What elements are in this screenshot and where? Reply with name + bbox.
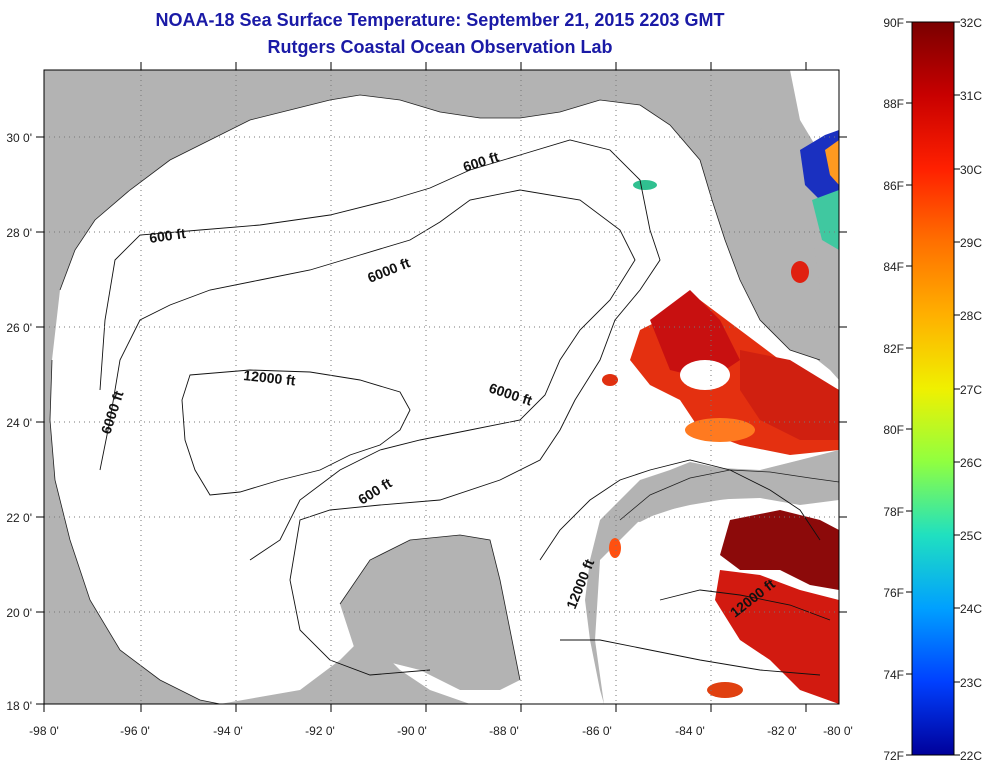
- lon-label: -98 0': [29, 724, 59, 738]
- lon-label: -80 0': [823, 724, 853, 738]
- contour-label-600-west: 600 ft: [148, 225, 187, 246]
- colorbar-label-c: 25C: [960, 529, 982, 543]
- colorbar-label-c: 30C: [960, 163, 982, 177]
- colorbar-label-c: 26C: [960, 456, 982, 470]
- contour-6000ft: [99, 189, 636, 561]
- colorbar-label-c: 31C: [960, 89, 982, 103]
- lat-label: 22 0': [6, 511, 32, 525]
- contour-label-12000-west: 12000 ft: [243, 367, 297, 388]
- sst-patch-keys-orange: [685, 418, 755, 442]
- lon-label: -96 0': [120, 724, 150, 738]
- florida-land: [700, 70, 839, 360]
- temperature-colorbar: 90F 88F 86F 84F 82F 80F 78F 76F 74F 72F …: [883, 16, 982, 763]
- lon-label: -94 0': [213, 724, 243, 738]
- colorbar-gradient: [911, 21, 955, 756]
- sst-patch-caribbean-south: [707, 682, 743, 698]
- colorbar-label-f: 86F: [883, 179, 904, 193]
- colorbar-label-c: 32C: [960, 16, 982, 30]
- colorbar-label-f: 76F: [883, 586, 904, 600]
- colorbar-label-f: 72F: [883, 749, 904, 763]
- sst-patch-keys-hot: [650, 290, 740, 380]
- map-area: 600 ft 600 ft 6000 ft 6000 ft 12000 ft 6…: [44, 70, 839, 704]
- colorbar-label-c: 27C: [960, 383, 982, 397]
- colorbar-label-c: 22C: [960, 749, 982, 763]
- latitude-labels: 18 0' 20 0' 22 0' 24 0' 26 0' 28 0' 30 0…: [6, 131, 32, 713]
- colorbar-label-f: 90F: [883, 16, 904, 30]
- atlantic-water: [790, 70, 839, 150]
- sst-patch-keys-east: [740, 350, 839, 440]
- lon-label: -86 0': [582, 724, 612, 738]
- lat-label: 30 0': [6, 131, 32, 145]
- sst-patch-caribbean: [715, 570, 839, 704]
- map-frame: [43, 69, 840, 705]
- contour-12000ft-east: [539, 459, 821, 561]
- lat-label: 20 0': [6, 606, 32, 620]
- lon-label: -92 0': [305, 724, 335, 738]
- colorbar-label-f: 82F: [883, 342, 904, 356]
- sst-patch-flgulf: [633, 180, 657, 190]
- colorbar-label-f: 78F: [883, 505, 904, 519]
- lon-label: -84 0': [675, 724, 705, 738]
- sst-patch-atlantic-cyan: [812, 190, 839, 250]
- sst-patch-cuba-west: [609, 538, 621, 558]
- colorbar-label-c: 29C: [960, 236, 982, 250]
- sst-patch-atlantic-warm: [825, 140, 839, 185]
- colorbar-label-f: 88F: [883, 97, 904, 111]
- lon-label: -88 0': [489, 724, 519, 738]
- lat-label: 28 0': [6, 226, 32, 240]
- coastlines: [49, 94, 839, 704]
- lat-label: 18 0': [6, 699, 32, 713]
- lat-label: 26 0': [6, 321, 32, 335]
- sst-patch-lake: [791, 261, 809, 283]
- lon-label: -90 0': [397, 724, 427, 738]
- contour-12000ft-carib: [659, 589, 831, 621]
- lat-label: 24 0': [6, 416, 32, 430]
- colorbar-label-f: 74F: [883, 668, 904, 682]
- sst-patch-gap: [680, 360, 730, 390]
- lon-label: -82 0': [767, 724, 797, 738]
- gulf-water: [50, 95, 839, 704]
- contour-600ft-carib: [560, 639, 821, 676]
- sst-patch-yucatan-channel: [720, 510, 839, 590]
- colorbar-label-c: 28C: [960, 309, 982, 323]
- longitude-labels: -98 0' -96 0' -94 0' -92 0' -90 0' -88 0…: [29, 724, 853, 738]
- colorbar-label-c: 23C: [960, 676, 982, 690]
- sst-data-patches: [602, 130, 839, 704]
- colorbar-label-f: 84F: [883, 260, 904, 274]
- sst-patch-west: [602, 374, 618, 386]
- axis-ticks: [36, 62, 847, 712]
- map-title: NOAA-18 Sea Surface Temperature: Septemb…: [155, 10, 725, 30]
- contour-12000ft-west: [181, 369, 411, 496]
- contour-600ft: [99, 139, 661, 676]
- colorbar-label-c: 24C: [960, 602, 982, 616]
- map-subtitle: Rutgers Coastal Ocean Observation Lab: [267, 37, 613, 57]
- cuba-land: [620, 470, 839, 522]
- colorbar-label-f: 80F: [883, 423, 904, 437]
- graticule: [44, 70, 839, 704]
- bathymetry-contours: [99, 139, 831, 676]
